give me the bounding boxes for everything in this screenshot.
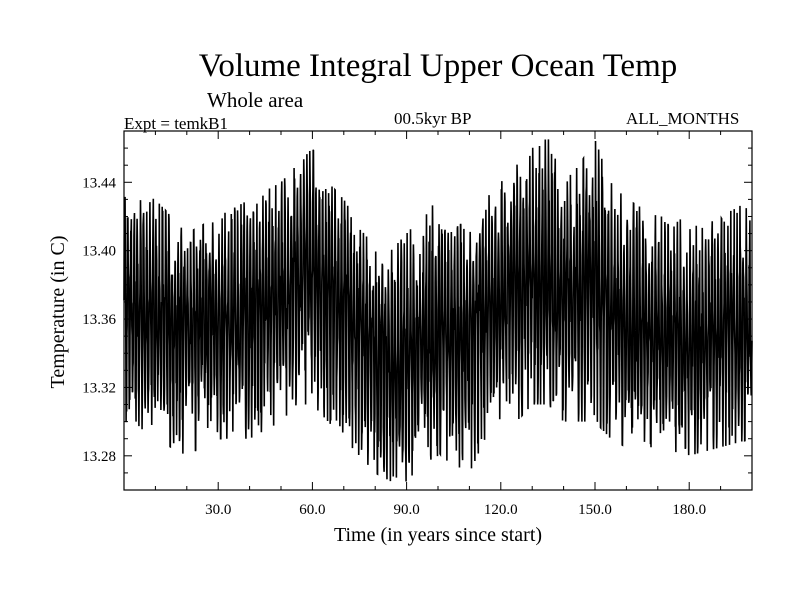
chart-subtitle: Whole area: [207, 88, 304, 112]
plot-frame: [123, 130, 753, 491]
x-tick-label: 60.0: [299, 502, 325, 518]
months-label: ALL_MONTHS: [626, 109, 740, 128]
y-tick-label: 13.40: [82, 244, 116, 260]
x-tick-label: 150.0: [578, 502, 612, 518]
x-tick-label: 180.0: [672, 502, 706, 518]
chart-title: Volume Integral Upper Ocean Temp: [198, 48, 678, 84]
y-tick-label: 13.44: [82, 175, 116, 191]
y-tick-label: 13.36: [82, 312, 116, 328]
experiment-label: Expt = temkB1: [124, 114, 229, 133]
x-tick-label: 30.0: [205, 502, 231, 518]
temperature-series-line: [123, 139, 753, 482]
x-tick-label: 120.0: [484, 502, 518, 518]
x-axis-title: Time (in years since start): [333, 524, 543, 546]
y-tick-label: 13.32: [82, 380, 116, 396]
x-tick-label: 90.0: [393, 502, 419, 518]
period-label: 00.5kyr BP: [394, 109, 472, 128]
y-tick-label: 13.28: [82, 449, 116, 465]
